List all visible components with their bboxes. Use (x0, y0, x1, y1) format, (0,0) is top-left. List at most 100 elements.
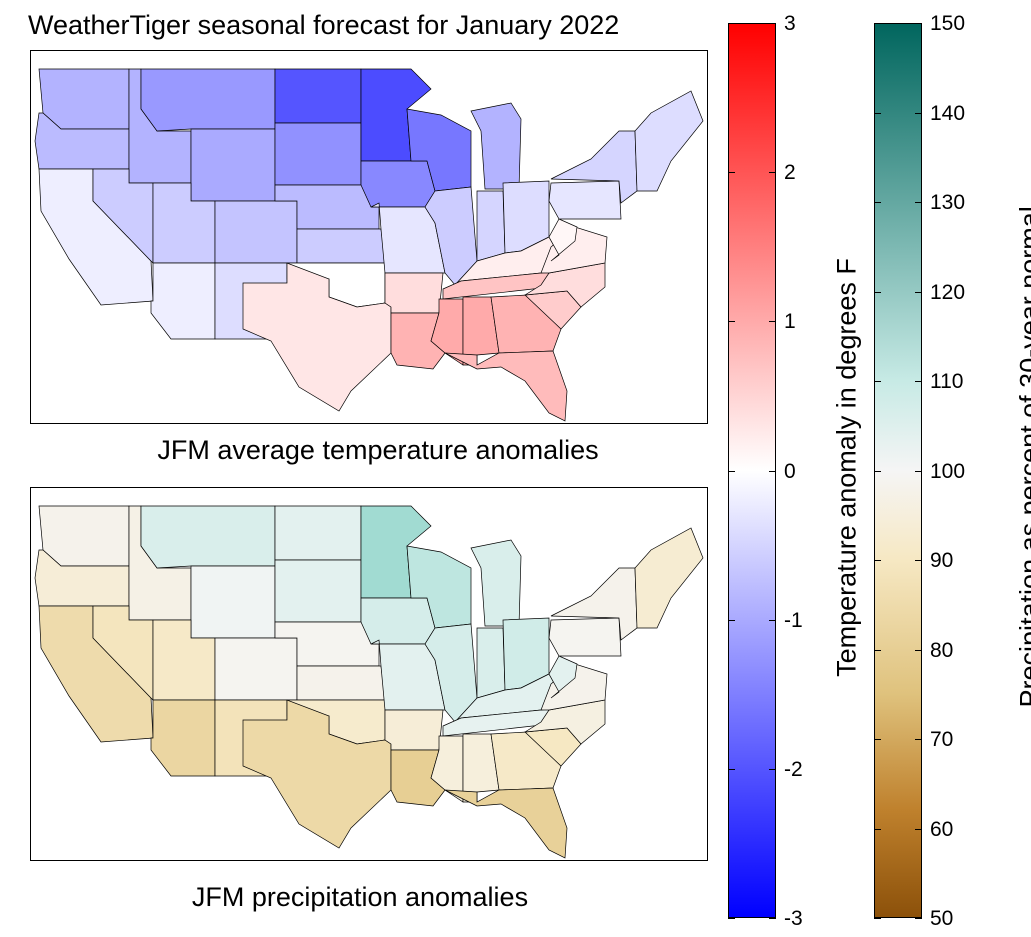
temperature-colorbar-tick-label: 3 (784, 12, 796, 35)
state-az (150, 262, 216, 340)
temperature-map (30, 50, 708, 424)
temperature-colorbar-tick-label: 2 (784, 161, 796, 184)
precipitation-colorbar-tick-label: 100 (930, 460, 966, 483)
temperature-colorbar-tickmark-right (769, 769, 776, 770)
precipitation-colorbar-label: Precipitation as percent of 30-year norm… (1014, 206, 1031, 708)
state-az (150, 699, 216, 777)
precipitation-colorbar-tick-label: 70 (930, 728, 954, 751)
precipitation-colorbar-tickmark-left (874, 829, 881, 830)
temperature-colorbar-tickmark-right (769, 172, 776, 173)
state-co (214, 637, 298, 701)
state-pa (548, 617, 622, 657)
temperature-colorbar-tickmark-right (769, 620, 776, 621)
temperature-colorbar-tickmark-left (728, 321, 735, 322)
state-mt (140, 505, 276, 569)
state-ar (384, 709, 444, 751)
temperature-colorbar-tick-label: 0 (784, 460, 796, 483)
state-ga (490, 294, 562, 354)
state-ne-region (634, 90, 704, 192)
state-nc (524, 262, 606, 308)
state-co (214, 200, 298, 264)
state-il (424, 186, 478, 286)
state-wa (38, 68, 130, 130)
temperature-colorbar-tickmark-right (769, 23, 776, 24)
temperature-colorbar-tick-label: -2 (784, 758, 803, 781)
precipitation-colorbar-tickmark-right (915, 471, 922, 472)
precipitation-colorbar-tickmark-right (915, 113, 922, 114)
state-fl (444, 787, 568, 859)
state-nc (524, 699, 606, 745)
precipitation-colorbar-tickmark-right (915, 381, 922, 382)
temperature-map-caption: JFM average temperature anomalies (157, 435, 599, 465)
state-wa (38, 505, 130, 567)
precipitation-colorbar-tickmark-left (874, 918, 881, 919)
state-nd (274, 68, 362, 124)
precipitation-colorbar-tickmark-left (874, 23, 881, 24)
precipitation-colorbar-tickmark-left (874, 202, 881, 203)
temperature-colorbar-tickmark-left (728, 769, 735, 770)
precipitation-colorbar-tick-label: 50 (930, 907, 954, 930)
precipitation-colorbar-tickmark-left (874, 739, 881, 740)
temperature-colorbar-tickmark-right (769, 321, 776, 322)
state-mi (470, 539, 522, 627)
state-ga (490, 731, 562, 791)
state-il (424, 623, 478, 723)
precipitation-colorbar (874, 23, 922, 918)
precipitation-colorbar-tick-label: 60 (930, 818, 954, 841)
precipitation-colorbar-tick-label: 80 (930, 639, 954, 662)
precipitation-colorbar-tick-label: 140 (930, 102, 966, 125)
precipitation-colorbar-tickmark-left (874, 650, 881, 651)
precipitation-colorbar-tick-label: 90 (930, 549, 954, 572)
precipitation-colorbar-tickmark-right (915, 560, 922, 561)
precipitation-colorbar-tickmark-left (874, 113, 881, 114)
state-ks (296, 228, 386, 264)
precipitation-colorbar-tickmark-right (915, 202, 922, 203)
precipitation-colorbar-tickmark-right (915, 829, 922, 830)
precipitation-colorbar-tickmark-right (915, 650, 922, 651)
precipitation-map-caption: JFM precipitation anomalies (191, 882, 529, 912)
temperature-colorbar (728, 23, 776, 918)
state-wy (190, 565, 276, 639)
temperature-colorbar-tickmark-left (728, 620, 735, 621)
precipitation-colorbar-tick-label: 120 (930, 281, 966, 304)
temperature-colorbar-tickmark-right (769, 471, 776, 472)
state-in (476, 190, 506, 262)
temperature-colorbar-tickmark-left (728, 471, 735, 472)
temperature-colorbar-tickmark-left (728, 23, 735, 24)
precipitation-colorbar-tickmark-left (874, 471, 881, 472)
precipitation-colorbar-tick-label: 110 (930, 370, 964, 393)
temperature-colorbar-tickmark-left (728, 172, 735, 173)
precipitation-colorbar-tickmark-left (874, 560, 881, 561)
state-ia (360, 160, 436, 208)
state-ks (296, 665, 386, 701)
precipitation-map-svg (34, 505, 704, 859)
state-va (540, 663, 608, 711)
state-ar (384, 272, 444, 314)
state-wy (190, 128, 276, 202)
precipitation-colorbar-tickmark-right (915, 918, 922, 919)
temperature-colorbar-tickmark-right (769, 918, 776, 919)
precipitation-colorbar-tickmark-left (874, 292, 881, 293)
state-sd (274, 559, 362, 623)
state-sd (274, 122, 362, 186)
state-va (540, 226, 608, 274)
state-in (476, 627, 506, 699)
temperature-colorbar-tick-label: -3 (784, 907, 803, 930)
precipitation-colorbar-tickmark-right (915, 23, 922, 24)
state-mi (470, 102, 522, 190)
temperature-colorbar-label: Temperature anomaly in degrees F (831, 258, 862, 677)
state-mt (140, 68, 276, 132)
precipitation-colorbar-tickmark-left (874, 381, 881, 382)
precipitation-map (30, 487, 708, 861)
precipitation-colorbar-tick-label: 150 (930, 12, 966, 35)
precipitation-colorbar-tickmark-right (915, 292, 922, 293)
temperature-map-svg (34, 68, 704, 422)
state-pa (548, 180, 622, 220)
state-ne-region (634, 527, 704, 629)
precipitation-colorbar-tickmark-right (915, 739, 922, 740)
state-fl (444, 350, 568, 422)
precipitation-colorbar-tick-label: 130 (930, 191, 966, 214)
temperature-colorbar-tickmark-left (728, 918, 735, 919)
temperature-colorbar-tick-label: 1 (784, 310, 796, 333)
